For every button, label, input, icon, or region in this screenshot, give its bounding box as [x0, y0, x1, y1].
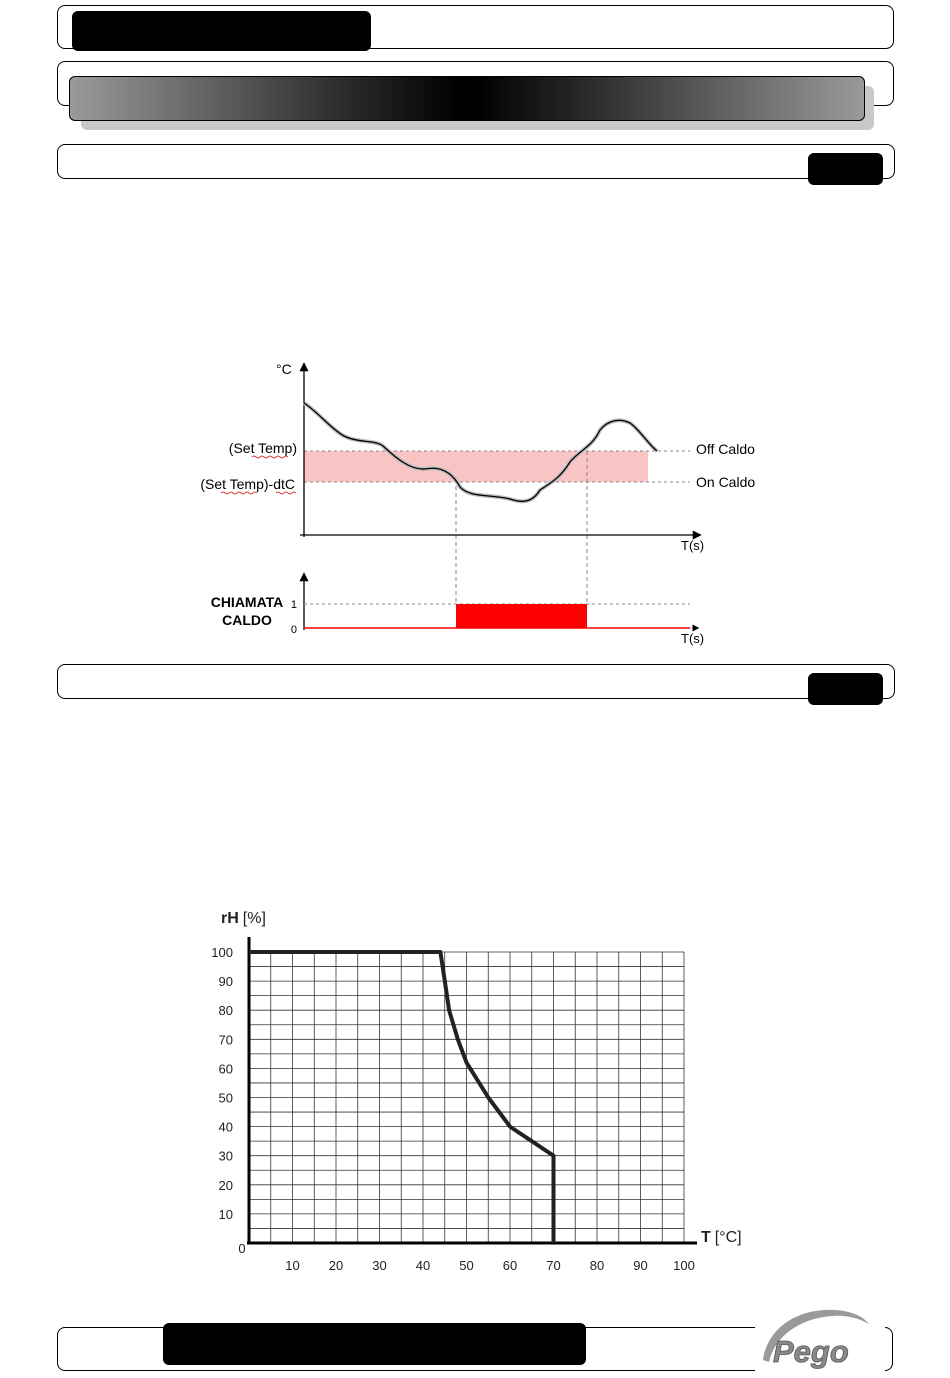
- call-label-line1: CHIAMATA: [211, 594, 284, 610]
- set-temp-dtc-label: (Set Temp)-dtC: [200, 476, 295, 492]
- origin-label: 0: [238, 1241, 245, 1256]
- section-gradient-bar: [69, 76, 865, 121]
- footer-title-bar: [163, 1323, 586, 1365]
- set-temp-label: (Set Temp): [229, 440, 297, 456]
- y-tick-label: 70: [219, 1032, 233, 1047]
- chart-grid: [249, 951, 685, 1243]
- x-tick-label: 30: [372, 1258, 386, 1273]
- y-axis-title-bold: rH: [221, 910, 239, 927]
- y-tick-label: 100: [211, 945, 233, 960]
- x-tick-label: 10: [285, 1258, 299, 1273]
- x-axis-title-unit: [°C]: [715, 1229, 742, 1246]
- header-title-bar: [72, 11, 371, 51]
- x-axis-title-bold: T: [701, 1229, 711, 1246]
- temp-axis-unit: °C: [276, 361, 292, 377]
- off-caldo-label: Off Caldo: [696, 441, 755, 457]
- y-axis-title: rH [%]: [221, 910, 266, 927]
- subsection-frame-1: [57, 144, 895, 179]
- call-tick-0: 0: [291, 624, 297, 636]
- hysteresis-band: [304, 451, 648, 482]
- call-label-line2: CALDO: [222, 612, 272, 628]
- y-tick-label: 80: [219, 1003, 233, 1018]
- subsection-tab-1: [808, 153, 883, 185]
- spellcheck-underline: [220, 455, 297, 495]
- time-axis-unit: T(s): [681, 538, 704, 553]
- operating-limit-curve: [249, 950, 556, 1243]
- y-tick-label: 50: [219, 1091, 233, 1106]
- hysteresis-diagram: °C T(s) (Set Temp) (Set Temp)-dtC Off Ca…: [200, 361, 755, 646]
- y-tick-label: 40: [219, 1120, 233, 1135]
- x-tick-label: 90: [633, 1258, 647, 1273]
- x-tick-label: 50: [459, 1258, 473, 1273]
- y-tick-label: 30: [219, 1149, 233, 1164]
- x-tick-label: 40: [416, 1258, 430, 1273]
- subsection-tab-2: [808, 673, 883, 705]
- temperature-curve: [303, 402, 658, 502]
- y-tick-label: 20: [219, 1178, 233, 1193]
- x-tick-label: 60: [503, 1258, 517, 1273]
- call-time-axis-unit: T(s): [681, 631, 704, 646]
- x-tick-label: 100: [673, 1258, 695, 1273]
- x-tick-label: 70: [546, 1258, 560, 1273]
- svg-text:Pego: Pego: [773, 1334, 849, 1369]
- x-tick-label: 20: [329, 1258, 343, 1273]
- pego-logo: Pego: [755, 1302, 885, 1374]
- call-signal-pulse: [456, 604, 587, 628]
- on-caldo-label: On Caldo: [696, 474, 755, 490]
- y-tick-label: 90: [219, 974, 233, 989]
- x-axis-title: T [°C]: [701, 1229, 742, 1246]
- subsection-frame-2: [57, 664, 895, 699]
- y-tick-label: 60: [219, 1061, 233, 1076]
- y-tick-label: 10: [219, 1207, 233, 1222]
- call-tick-1: 1: [291, 599, 297, 611]
- x-tick-label: 80: [590, 1258, 604, 1273]
- y-axis-title-unit: [%]: [243, 910, 266, 927]
